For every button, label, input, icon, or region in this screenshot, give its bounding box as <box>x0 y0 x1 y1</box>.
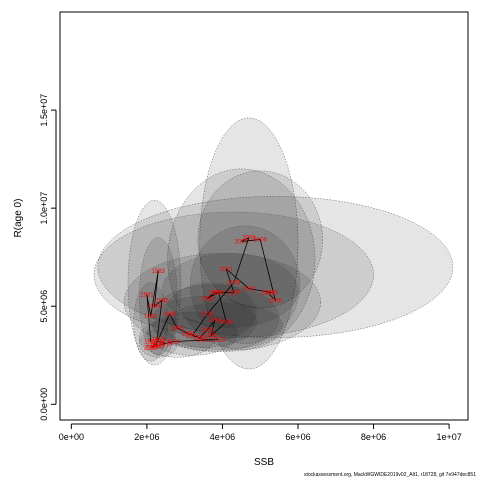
confidence-ellipse-16 <box>139 329 178 358</box>
year-label-1992: 1992 <box>193 336 207 342</box>
y-tick-label-1: 5.0e+06 <box>39 290 49 323</box>
year-label-2003: 2003 <box>265 291 279 297</box>
confidence-ellipse-15 <box>146 311 238 356</box>
x-tick-label-1: 2e+06 <box>134 432 159 442</box>
x-axis-title: SSB <box>254 457 274 468</box>
year-label-1980: 1980 <box>144 340 158 346</box>
year-label-2004: 2004 <box>261 291 275 297</box>
year-label-1988: 1988 <box>152 338 166 344</box>
y-tick-label-0: 0.0e+00 <box>39 388 49 421</box>
year-label-2014: 2014 <box>167 340 181 346</box>
year-label-2015: 2015 <box>152 343 166 349</box>
year-label-1984: 1984 <box>148 304 162 310</box>
confidence-ellipse-7 <box>127 200 182 366</box>
x-tick-label-3: 6e+06 <box>285 432 310 442</box>
confidence-ellipse-13 <box>161 253 299 329</box>
y-axis: 0.0e+00 5.0e+06 1.0e+07 1.5e+07 <box>39 94 57 421</box>
confidence-ellipse-1 <box>199 117 299 370</box>
x-tick-label-0: 0e+00 <box>59 432 84 442</box>
year-label-1997: 1997 <box>212 291 226 297</box>
year-label-1981: 1981 <box>140 292 154 298</box>
year-label-1996: 1996 <box>220 320 234 326</box>
x-axis: 0e+00 2e+06 4e+06 6e+06 8e+06 1e+07 <box>59 423 462 442</box>
trajectory-line <box>146 236 277 348</box>
confidence-ellipse-5 <box>93 211 374 338</box>
year-label-1998: 1998 <box>201 296 215 302</box>
year-label-1994: 1994 <box>208 318 222 324</box>
year-label-1999: 1999 <box>208 291 222 297</box>
year-label-1983: 1983 <box>152 269 166 275</box>
year-label-2006: 2006 <box>254 238 268 244</box>
year-label-1991: 1991 <box>182 332 196 338</box>
plot-frame <box>59 11 469 421</box>
x-tick-label-4: 8e+06 <box>361 432 386 442</box>
year-label-1989: 1989 <box>163 312 177 318</box>
y-axis-title: R(age 0) <box>13 199 24 238</box>
year-label-2018: 2018 <box>159 342 173 348</box>
year-label-1995: 1995 <box>204 334 218 340</box>
year-label-1985: 1985 <box>155 298 169 304</box>
year-label-1986: 1986 <box>150 343 164 349</box>
year-label-2008: 2008 <box>242 236 256 242</box>
year-label-2010: 2010 <box>201 312 215 318</box>
year-label-2001: 2001 <box>220 267 234 273</box>
trajectory-lines <box>146 236 277 348</box>
year-label-1987: 1987 <box>146 345 160 351</box>
x-tick-label-2: 4e+06 <box>210 432 235 442</box>
year-label-2002: 2002 <box>242 287 256 293</box>
y-tick-label-3: 1.5e+07 <box>39 94 49 127</box>
confidence-ellipse-2 <box>97 196 454 338</box>
year-label-2005: 2005 <box>269 298 283 304</box>
year-label-2016: 2016 <box>144 345 158 351</box>
year-label-2012: 2012 <box>197 338 211 344</box>
confidence-ellipses <box>93 117 454 370</box>
confidence-ellipse-17 <box>165 282 257 342</box>
source-footer: stockassessment.org, MackWGWIDE2019v02_A… <box>303 472 476 478</box>
confidence-ellipse-10 <box>190 225 301 344</box>
confidence-ellipse-12 <box>150 296 257 348</box>
y-tick-label-2: 1.0e+07 <box>39 192 49 225</box>
x-tick-label-5: 1e+07 <box>436 432 461 442</box>
year-label-2017: 2017 <box>152 340 166 346</box>
year-label-1990: 1990 <box>170 326 184 332</box>
year-label-1993: 1993 <box>201 328 215 334</box>
year-label-2009: 2009 <box>227 281 241 287</box>
year-label-2000: 2000 <box>227 291 241 297</box>
year-label-2007: 2007 <box>235 240 249 246</box>
year-label-1982: 1982 <box>144 314 158 320</box>
year-label-2011: 2011 <box>186 334 200 340</box>
year-label-2013: 2013 <box>212 338 226 344</box>
